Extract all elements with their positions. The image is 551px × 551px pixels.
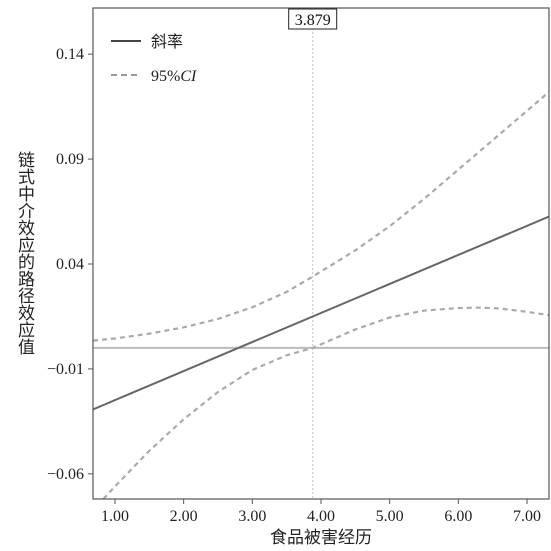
legend-label-ci-italic: CI — [180, 68, 197, 85]
y-tick-label: 0.04 — [56, 256, 84, 273]
x-tick-label: 6.00 — [444, 508, 472, 525]
marker-label: 3.879 — [295, 12, 331, 29]
series-line-ci-lower — [102, 306, 549, 499]
marker-label-group: 3.879 — [288, 8, 338, 30]
y-axis-ticks: −0.06 −0.01 0.04 0.09 0.14 — [47, 46, 93, 483]
y-axis-title: 链式中介效应的路径效应值 — [14, 151, 35, 355]
x-tick-label: 1.00 — [101, 508, 129, 525]
legend-label-slope: 斜率 — [151, 32, 183, 51]
x-tick-label: 7.00 — [513, 508, 541, 525]
y-tick-label: −0.01 — [47, 361, 84, 378]
y-tick-label: −0.06 — [47, 466, 84, 483]
legend-label-ci-prefix: 95% — [151, 68, 180, 85]
legend: 斜率 95%CI — [111, 32, 197, 85]
plot-marks — [93, 8, 549, 499]
x-tick-label: 5.00 — [376, 508, 404, 525]
x-axis-title: 食品被害经历 — [270, 528, 372, 548]
x-tick-label: 3.00 — [238, 508, 266, 525]
x-tick-label: 4.00 — [307, 508, 335, 525]
x-tick-label: 2.00 — [170, 508, 198, 525]
legend-label-ci: 95%CI — [151, 68, 197, 85]
y-tick-label: 0.09 — [56, 151, 84, 168]
series-line-slope — [93, 215, 549, 411]
y-tick-label: 0.14 — [56, 46, 84, 63]
marker-label-box — [288, 8, 338, 30]
series-line-ci-upper — [93, 91, 549, 342]
x-axis-ticks: 1.00 2.00 3.00 4.00 5.00 6.00 7.00 — [101, 499, 541, 525]
